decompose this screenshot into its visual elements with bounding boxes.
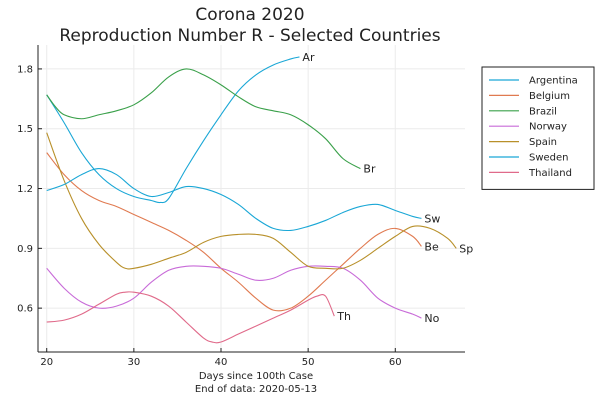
x-tick-label: 50 — [302, 357, 315, 368]
end-label-spain: Sp — [459, 242, 473, 255]
legend-label-spain: Spain — [529, 137, 557, 148]
legend-label-sweden: Sweden — [529, 153, 569, 164]
legend-label-belgium: Belgium — [529, 91, 570, 102]
x-tick-label: 40 — [215, 357, 228, 368]
legend-label-thailand: Thailand — [528, 168, 572, 179]
y-tick-label: 1.8 — [17, 64, 33, 75]
y-tick-label: 0.6 — [17, 304, 33, 315]
legend-box — [481, 66, 595, 190]
grid — [38, 45, 465, 352]
end-label-sweden: Sw — [424, 212, 440, 225]
series-end-labels: Ar Be Br No Sp Sw Th — [302, 51, 473, 325]
x-axis-label-line-1: Days since 100th Case — [199, 371, 313, 382]
legend: Argentina Belgium Brazil Norway Spain Sweden T… — [481, 66, 595, 190]
chart-title-line-2: Reproduction Number R - Selected Countri… — [59, 26, 440, 46]
y-tick-label: 1.5 — [17, 124, 33, 135]
chart-title-line-1: Corona 2020 — [195, 5, 304, 25]
series-line-argentina — [46, 56, 300, 204]
x-axis-label-line-2: End of data: 2020-05-13 — [195, 384, 317, 395]
end-label-thailand: Th — [336, 310, 351, 323]
end-label-belgium: Be — [424, 240, 439, 253]
series-line-norway — [46, 265, 422, 319]
legend-label-norway: Norway — [529, 122, 567, 133]
series-lines — [46, 56, 457, 344]
end-label-argentina: Ar — [302, 51, 315, 64]
series-line-spain — [46, 132, 457, 270]
y-tick-label: 1.2 — [17, 184, 33, 195]
legend-label-argentina: Argentina — [529, 76, 578, 87]
series-line-belgium — [46, 152, 422, 312]
series-line-brazil — [46, 68, 361, 170]
axes: 20 30 40 50 60 0.6 0.9 1.2 1.5 1.8 — [17, 45, 465, 368]
x-tick-label: 20 — [40, 357, 53, 368]
legend-label-brazil: Brazil — [529, 106, 557, 117]
series-line-sweden — [46, 168, 422, 232]
x-tick-label: 60 — [389, 357, 402, 368]
y-tick-label: 0.9 — [17, 244, 33, 255]
x-tick-label: 30 — [127, 357, 140, 368]
end-label-norway: No — [424, 312, 439, 325]
end-label-brazil: Br — [363, 163, 376, 176]
series-line-thailand — [46, 291, 335, 344]
